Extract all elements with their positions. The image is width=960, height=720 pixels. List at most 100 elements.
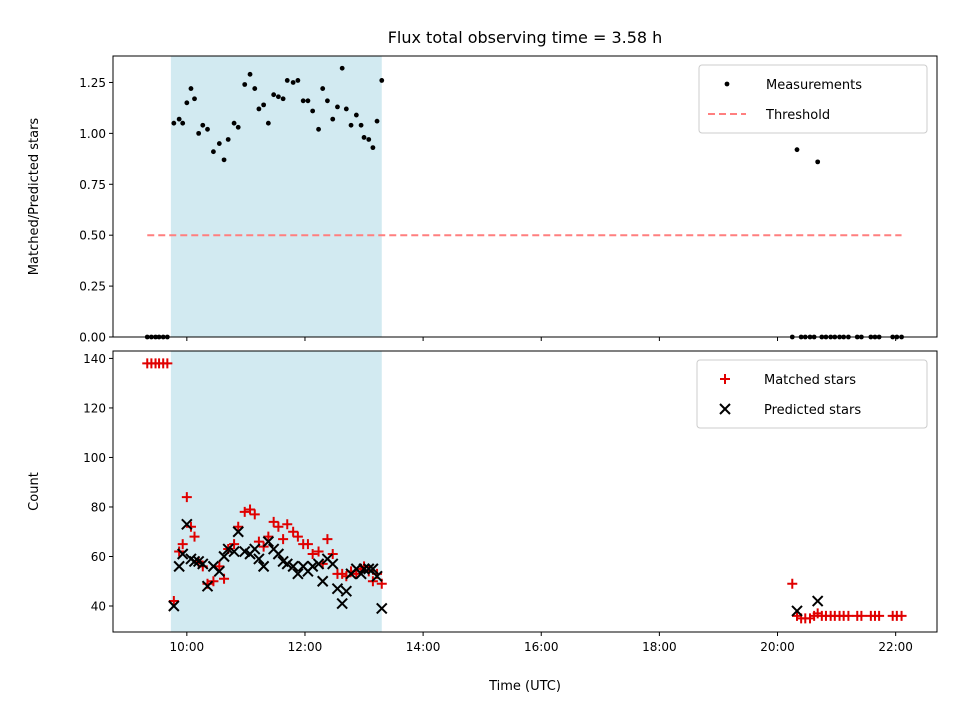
legend: Matched stars Predicted stars: [696, 359, 928, 429]
predicted-point: [181, 518, 193, 531]
measurement-point: [370, 145, 376, 151]
measurement-point: [353, 112, 359, 118]
measurement-point: [188, 86, 194, 91]
x-tick-label: 18:00: [642, 640, 677, 654]
measurement-point: [300, 98, 306, 104]
legend-label: Predicted stars: [764, 403, 861, 418]
predicted-point: [176, 548, 189, 560]
matched-point: [896, 610, 907, 621]
measurement-point: [221, 157, 227, 163]
predicted-point: [228, 545, 240, 558]
predicted-point: [262, 535, 275, 548]
legend: Measurements Threshold: [698, 64, 928, 134]
predicted-point: [197, 558, 209, 570]
y-tick-label: 1.00: [79, 127, 106, 141]
predicted-point: [371, 570, 383, 583]
ratio-panel: 0.00 0.25 0.50 0.75 1.00 1.25 Matched/Predicte…: [27, 55, 938, 345]
matched-point: [843, 610, 854, 621]
matched-point: [162, 358, 173, 369]
matched-point: [292, 531, 303, 542]
legend-marker-matched: [720, 374, 730, 384]
predicted-point: [811, 595, 824, 607]
matched-point: [245, 504, 256, 515]
legend-label: Measurements: [766, 78, 862, 93]
legend-box: [698, 64, 928, 134]
matched-point: [278, 534, 289, 545]
chart-title: Flux total observing time = 3.58 h: [388, 28, 663, 47]
measurement-point: [235, 124, 241, 130]
x-tick-label: 14:00: [406, 640, 441, 654]
y-tick-label: 40: [91, 600, 106, 614]
matched-point: [313, 546, 324, 557]
predicted-point: [336, 597, 348, 610]
measurement-point: [256, 106, 262, 112]
measurement-point: [171, 120, 177, 126]
measurement-point: [252, 86, 258, 91]
y-tick-label: 0.25: [79, 280, 106, 294]
predicted-point: [331, 582, 344, 595]
matched-point: [787, 578, 798, 589]
observing-window-shade: [170, 56, 382, 337]
measurement-point: [196, 130, 202, 136]
series-matched-stars: [142, 358, 907, 624]
matched-point: [177, 539, 188, 550]
measurement-point: [231, 120, 237, 126]
predicted-point: [340, 585, 353, 597]
x-tick-label: 22:00: [878, 640, 913, 654]
measurement-point: [225, 137, 231, 142]
measurement-point: [242, 82, 248, 87]
measurement-point: [343, 106, 349, 112]
measurement-point: [261, 102, 267, 108]
measurement-point: [374, 118, 380, 124]
matched-point: [327, 549, 338, 560]
measurement-point: [366, 137, 372, 142]
y-tick-label: 140: [83, 352, 106, 366]
y-tick-label: 100: [83, 451, 106, 465]
predicted-point: [316, 575, 329, 587]
matched-point: [874, 610, 885, 621]
predicted-point: [232, 526, 244, 538]
legend-label: Matched stars: [764, 373, 856, 388]
measurement-point: [316, 126, 321, 132]
predicted-point: [358, 563, 370, 575]
y-tick-label: 0.00: [79, 331, 106, 345]
legend-label: Threshold: [765, 108, 830, 123]
predicted-point: [257, 560, 270, 573]
measurement-point: [320, 86, 326, 91]
measurement-point: [330, 116, 336, 122]
measurement-point: [180, 120, 186, 126]
predicted-point: [222, 543, 234, 555]
predicted-point: [292, 568, 304, 580]
measurement-point: [815, 159, 821, 165]
predicted-point: [367, 563, 379, 575]
measurement-point: [265, 120, 271, 126]
measurement-point: [310, 108, 316, 114]
measurement-point: [184, 100, 190, 106]
x-tick-label: 20:00: [760, 640, 795, 654]
predicted-point: [249, 543, 261, 555]
measurement-point: [379, 78, 385, 83]
y-tick-label: 60: [91, 550, 106, 564]
measurement-point: [794, 147, 800, 153]
matched-point: [168, 596, 179, 607]
legend-box: [696, 359, 928, 429]
axes-frame: [112, 55, 938, 338]
measurement-point: [200, 122, 206, 128]
count-panel: 40 60 80 100 120 140 10:00 12:00 14:00 16:00 18:00…: [27, 350, 938, 694]
predicted-point: [327, 558, 339, 570]
matched-point: [307, 549, 318, 560]
matched-point: [233, 521, 244, 532]
predicted-point: [281, 558, 293, 570]
matched-point: [208, 576, 219, 587]
measurement-point: [339, 65, 345, 71]
matched-point: [189, 531, 200, 542]
matched-point: [214, 561, 225, 572]
predicted-point: [213, 565, 226, 578]
measurement-point: [290, 80, 296, 85]
y-tick-label: 80: [91, 500, 106, 514]
measurement-point: [192, 96, 197, 102]
matched-point: [181, 492, 192, 503]
measurement-point: [325, 98, 330, 104]
y-axis-label: Count: [27, 472, 42, 511]
